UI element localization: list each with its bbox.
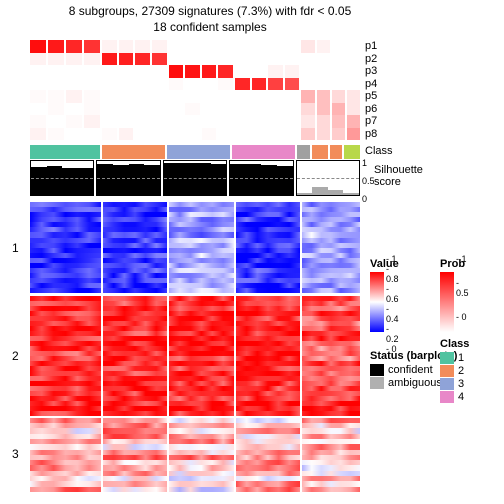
silhouette-axis: 10.50 [362, 158, 375, 212]
silhouette-label: Silhouettescore [374, 164, 423, 188]
chart-subtitle: 18 confident samples [60, 20, 360, 34]
class-strip-label: Class [365, 145, 393, 157]
chart-title: 8 subgroups, 27309 signatures (7.3%) wit… [60, 4, 360, 18]
class-annotation-strip [30, 145, 360, 159]
heatmap-row-labels: 123 [12, 202, 19, 492]
value-legend: Value- 1- 0.8- 0.6- 0.4- 0.2- 0 [370, 258, 399, 332]
silhouette-barplot [30, 160, 360, 196]
main-heatmap [30, 202, 360, 492]
prob-legend: Prob- 1- 0.5- 0 [440, 258, 465, 332]
probability-row-labels: p1p2p3p4p5p6p7p8 [365, 40, 377, 140]
probability-matrix [30, 40, 360, 140]
class-legend: Class1234 [440, 338, 469, 404]
